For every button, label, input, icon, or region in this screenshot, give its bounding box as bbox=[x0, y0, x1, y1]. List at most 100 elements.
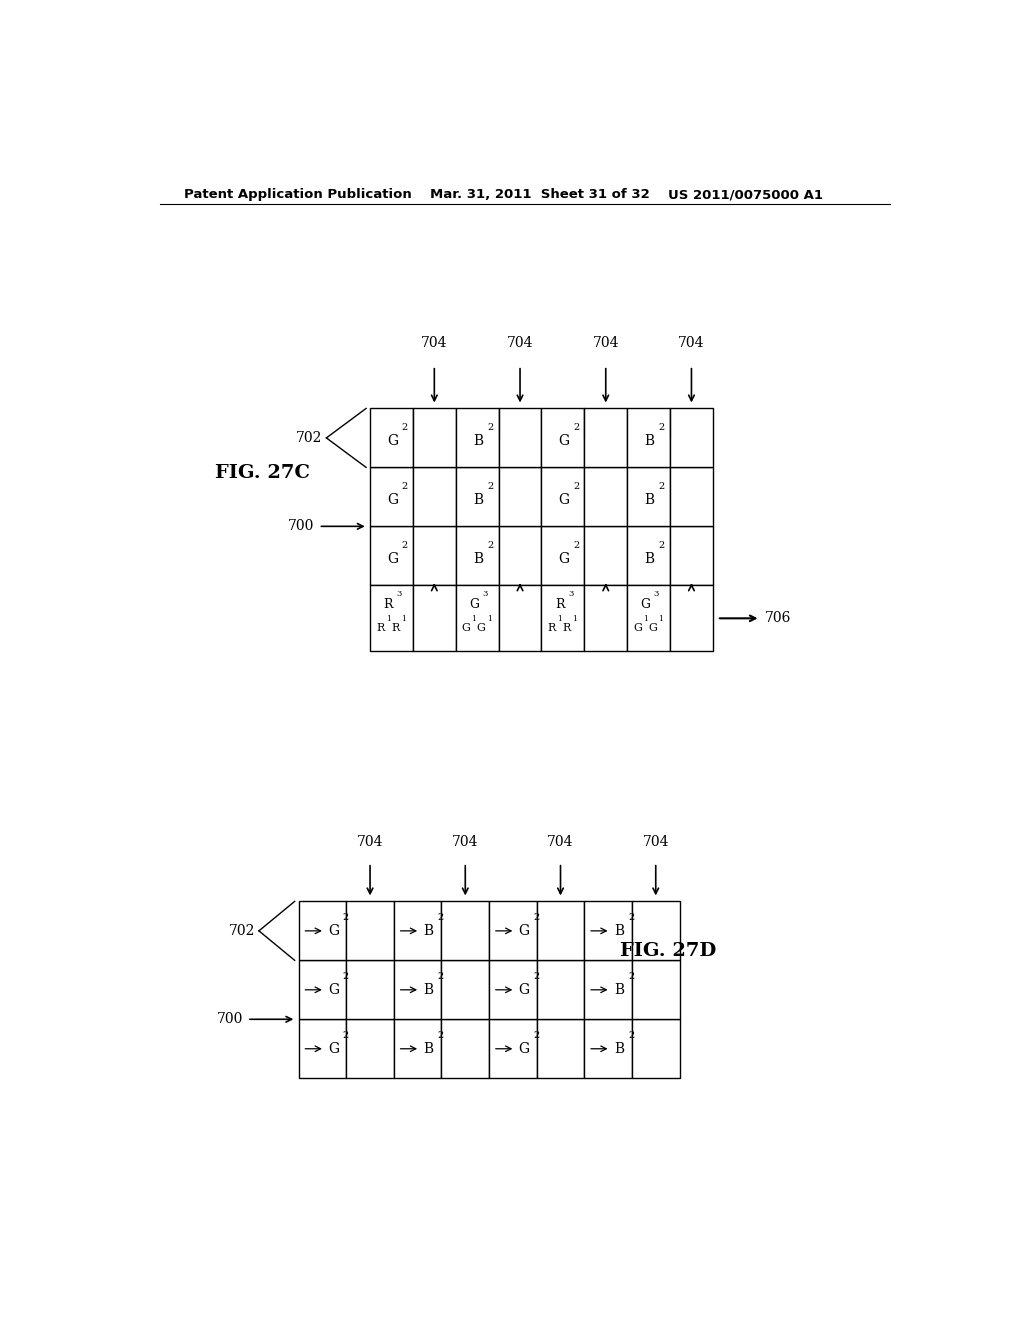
Bar bbox=[537, 961, 585, 1019]
Bar bbox=[394, 902, 441, 961]
Bar bbox=[413, 527, 456, 585]
Bar bbox=[370, 585, 413, 651]
Bar bbox=[299, 902, 346, 961]
Text: 2: 2 bbox=[532, 1031, 540, 1040]
Text: 2: 2 bbox=[628, 913, 635, 923]
Text: G: G bbox=[559, 552, 569, 566]
Bar bbox=[456, 527, 499, 585]
Bar bbox=[585, 961, 632, 1019]
Bar bbox=[542, 408, 585, 467]
Bar bbox=[370, 527, 413, 585]
Text: 2: 2 bbox=[342, 1031, 349, 1040]
Text: 704: 704 bbox=[507, 337, 534, 351]
Text: 704: 704 bbox=[593, 337, 618, 351]
Bar bbox=[585, 902, 632, 961]
Bar bbox=[299, 961, 346, 1019]
Bar bbox=[346, 961, 394, 1019]
Bar bbox=[441, 1019, 489, 1078]
Text: R: R bbox=[563, 623, 571, 634]
Text: 2: 2 bbox=[487, 424, 494, 432]
Bar bbox=[627, 585, 670, 651]
Text: B: B bbox=[423, 1041, 433, 1056]
Text: B: B bbox=[644, 552, 654, 566]
Text: 2: 2 bbox=[658, 482, 665, 491]
Bar bbox=[489, 1019, 537, 1078]
Text: G: G bbox=[633, 623, 642, 634]
Bar bbox=[499, 467, 542, 527]
Bar bbox=[456, 467, 499, 527]
Text: 3: 3 bbox=[482, 590, 487, 598]
Text: R: R bbox=[555, 598, 564, 611]
Text: G: G bbox=[328, 1041, 339, 1056]
Text: 704: 704 bbox=[421, 337, 447, 351]
Text: 2: 2 bbox=[572, 541, 580, 550]
Bar bbox=[627, 408, 670, 467]
Text: 702: 702 bbox=[296, 430, 323, 445]
Text: 1: 1 bbox=[643, 615, 648, 623]
Bar bbox=[585, 1019, 632, 1078]
Text: B: B bbox=[613, 983, 624, 997]
Bar bbox=[370, 408, 413, 467]
Bar bbox=[413, 467, 456, 527]
Bar bbox=[456, 585, 499, 651]
Text: 704: 704 bbox=[356, 834, 383, 849]
Text: 2: 2 bbox=[532, 913, 540, 923]
Text: B: B bbox=[423, 924, 433, 939]
Text: 2: 2 bbox=[437, 913, 444, 923]
Text: 706: 706 bbox=[765, 611, 791, 626]
Text: 1: 1 bbox=[486, 615, 492, 623]
Bar bbox=[627, 527, 670, 585]
Bar bbox=[670, 467, 713, 527]
Text: R: R bbox=[376, 623, 384, 634]
Text: 704: 704 bbox=[452, 834, 478, 849]
Bar bbox=[394, 1019, 441, 1078]
Text: G: G bbox=[559, 434, 569, 447]
Text: 2: 2 bbox=[572, 482, 580, 491]
Text: 2: 2 bbox=[628, 972, 635, 981]
Text: 2: 2 bbox=[658, 541, 665, 550]
Text: Mar. 31, 2011  Sheet 31 of 32: Mar. 31, 2011 Sheet 31 of 32 bbox=[430, 189, 649, 202]
Text: 2: 2 bbox=[658, 424, 665, 432]
Text: R: R bbox=[384, 598, 393, 611]
Text: 2: 2 bbox=[532, 972, 540, 981]
Text: G: G bbox=[518, 983, 529, 997]
Text: G: G bbox=[518, 1041, 529, 1056]
Bar bbox=[413, 408, 456, 467]
Text: G: G bbox=[328, 983, 339, 997]
Text: B: B bbox=[423, 983, 433, 997]
Text: FIG. 27C: FIG. 27C bbox=[215, 465, 310, 483]
Text: 2: 2 bbox=[487, 482, 494, 491]
Text: 704: 704 bbox=[678, 337, 705, 351]
Bar bbox=[346, 902, 394, 961]
Text: B: B bbox=[473, 492, 483, 507]
Bar bbox=[499, 585, 542, 651]
Text: G: G bbox=[387, 552, 398, 566]
Text: G: G bbox=[477, 623, 485, 634]
Bar bbox=[537, 902, 585, 961]
Bar bbox=[346, 1019, 394, 1078]
Text: G: G bbox=[559, 492, 569, 507]
Text: 2: 2 bbox=[572, 424, 580, 432]
Text: G: G bbox=[648, 623, 657, 634]
Text: 2: 2 bbox=[401, 541, 408, 550]
Text: 2: 2 bbox=[628, 1031, 635, 1040]
Text: 2: 2 bbox=[437, 1031, 444, 1040]
Text: 2: 2 bbox=[401, 482, 408, 491]
Text: B: B bbox=[473, 434, 483, 447]
Text: 2: 2 bbox=[437, 972, 444, 981]
Text: 1: 1 bbox=[557, 615, 562, 623]
Text: 3: 3 bbox=[568, 590, 573, 598]
Text: B: B bbox=[473, 552, 483, 566]
Text: B: B bbox=[644, 492, 654, 507]
Bar bbox=[670, 527, 713, 585]
Bar bbox=[542, 527, 585, 585]
Bar bbox=[585, 585, 627, 651]
Bar bbox=[413, 585, 456, 651]
Bar bbox=[370, 467, 413, 527]
Bar bbox=[542, 585, 585, 651]
Bar bbox=[585, 467, 627, 527]
Text: 1: 1 bbox=[572, 615, 578, 623]
Text: G: G bbox=[640, 598, 650, 611]
Text: G: G bbox=[469, 598, 479, 611]
Bar bbox=[632, 902, 680, 961]
